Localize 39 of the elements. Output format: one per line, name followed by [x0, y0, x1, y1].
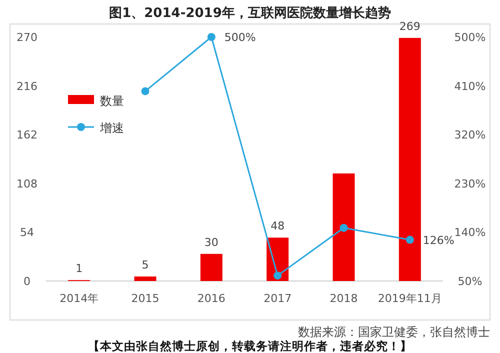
point — [406, 236, 414, 244]
x-tick-label: 2019年11月 — [378, 292, 442, 305]
y2-tick-label: 50% — [458, 275, 482, 288]
point — [207, 33, 216, 41]
y2-tick-label: 410% — [454, 80, 486, 93]
text: 【本文由张自然博士原创，转载务请注明作者，违者必究！】 — [88, 339, 412, 353]
x-tick-label: 2015 — [131, 292, 160, 305]
data-label: 48 — [270, 220, 285, 233]
data-label: 30 — [204, 236, 218, 249]
bar — [134, 276, 156, 281]
data-label: 5 — [142, 258, 149, 272]
legend-label: 增速 — [99, 121, 124, 135]
y2-tick-label: 140% — [454, 226, 486, 240]
y2-tick-label: 320% — [454, 128, 486, 142]
x-tick-label: 2014年 — [60, 292, 99, 305]
source-note: 数据来源：国家卫健委，张自然博士 — [298, 325, 490, 339]
y2-tick-label: 500% — [454, 31, 486, 44]
x-tick-label: 2017 — [264, 292, 292, 305]
y-tick-label: 216 — [16, 80, 38, 93]
y-tick-label: 0 — [24, 275, 30, 288]
bar — [200, 254, 222, 281]
x-tick-label: 2016 — [197, 292, 226, 305]
y-tick-label: 108 — [16, 177, 38, 190]
data-label: 126% — [422, 234, 454, 247]
y-tick-label: 270 — [16, 31, 38, 44]
y-tick-label: 162 — [16, 128, 38, 142]
x-tick-label: 2018 — [330, 292, 358, 305]
y2-tick-label: 230% — [454, 177, 486, 190]
bar — [398, 38, 421, 281]
data-label: 500% — [224, 31, 256, 44]
point — [141, 87, 150, 96]
point — [274, 272, 282, 280]
legend-label: 数量 — [100, 94, 124, 108]
data-label: 1 — [76, 262, 83, 276]
bar — [332, 173, 355, 281]
point — [340, 224, 348, 232]
data-label: 269 — [399, 20, 420, 33]
chart-title: 图1、2014-2019年，互联网医院数量增长趋势 — [109, 5, 391, 21]
y-tick-label: 54 — [20, 226, 34, 240]
